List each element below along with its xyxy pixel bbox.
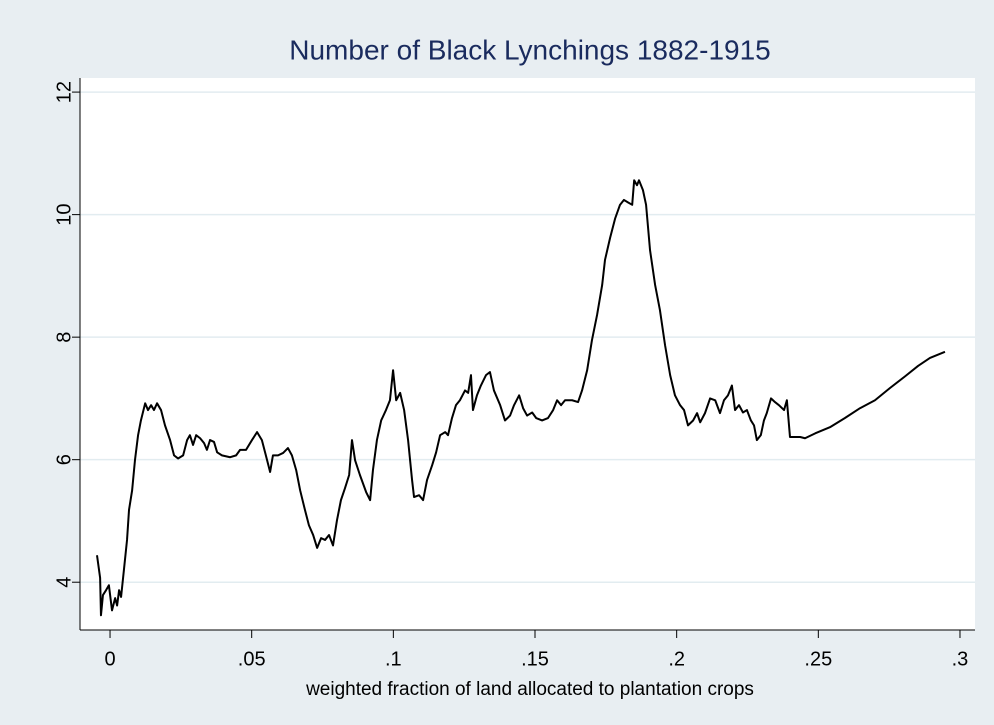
y-tick-label: 12 bbox=[53, 81, 75, 103]
line bbox=[96, 179, 946, 617]
y-tick-label: 6 bbox=[53, 454, 75, 465]
plot-area bbox=[80, 78, 975, 630]
y-tick-label: 8 bbox=[53, 332, 75, 343]
x-tick-label: .15 bbox=[521, 648, 549, 670]
x-tick-label: .25 bbox=[804, 648, 832, 670]
y-tick-label: 10 bbox=[53, 203, 75, 225]
x-tick-label: .2 bbox=[668, 648, 685, 670]
x-tick-label: 0 bbox=[104, 648, 115, 670]
x-tick-label: .1 bbox=[385, 648, 402, 670]
x-tick-label: .3 bbox=[952, 648, 969, 670]
x-axis-label: weighted fraction of land allocated to p… bbox=[305, 679, 754, 700]
y-tick-label: 4 bbox=[53, 577, 75, 588]
x-tick-label: .05 bbox=[238, 648, 266, 670]
chart-title: Number of Black Lynchings 1882-1915 bbox=[289, 34, 770, 65]
